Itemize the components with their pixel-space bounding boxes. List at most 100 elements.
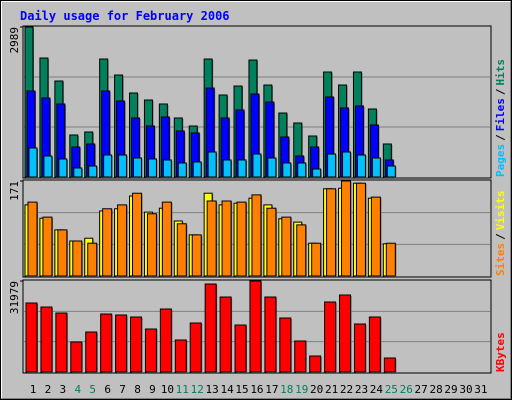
bar <box>341 180 352 277</box>
bar <box>326 188 337 277</box>
bar <box>73 167 83 178</box>
bar <box>130 316 143 373</box>
bar <box>206 200 217 277</box>
legend-entry: Visits <box>494 191 507 231</box>
bar <box>222 159 232 178</box>
chart-title: Daily usage for February 2006 <box>20 9 230 23</box>
legend: Pages / Files / Hits <box>494 59 507 177</box>
bar <box>371 157 381 178</box>
y-tick-label: 171 <box>8 181 21 201</box>
x-tick-label: 25 <box>385 383 398 396</box>
legend-separator: / <box>494 88 507 95</box>
legend-entry: KBytes <box>494 332 507 372</box>
x-tick-label: 18 <box>280 383 293 396</box>
bar <box>297 162 307 178</box>
bar <box>219 296 232 373</box>
bar <box>385 242 396 277</box>
x-tick-label: 27 <box>415 383 428 396</box>
bar <box>58 158 68 178</box>
x-tick-label: 23 <box>355 383 368 396</box>
bar <box>234 324 247 373</box>
bar <box>281 216 292 277</box>
legend-separator: / <box>494 233 507 240</box>
bar <box>57 229 68 277</box>
bar <box>42 216 53 277</box>
bar <box>311 242 322 277</box>
x-tick-label: 22 <box>340 383 353 396</box>
x-tick-label: 24 <box>370 383 384 396</box>
bar <box>312 168 322 178</box>
bar <box>133 157 143 178</box>
x-tick-label: 8 <box>134 383 141 396</box>
y-tick-label: 2989 <box>8 27 21 54</box>
bar <box>87 242 98 277</box>
bar <box>159 308 172 373</box>
bar <box>386 165 396 178</box>
x-tick-label: 11 <box>176 383 189 396</box>
x-tick-label: 20 <box>310 383 323 396</box>
bar <box>353 323 366 373</box>
bar <box>249 280 262 373</box>
bar <box>162 159 172 178</box>
bar <box>117 204 128 277</box>
bar <box>174 339 187 373</box>
bar <box>27 201 38 277</box>
bar <box>88 165 98 178</box>
bar <box>115 314 128 373</box>
bar <box>146 213 157 277</box>
x-tick-label: 2 <box>45 383 52 396</box>
bar <box>147 158 157 178</box>
legend-separator: / <box>494 134 507 141</box>
bar <box>252 153 262 178</box>
x-tick-label: 31 <box>474 383 487 396</box>
x-tick-label: 13 <box>206 383 219 396</box>
bar <box>191 234 202 277</box>
x-tick-label: 17 <box>265 383 278 396</box>
x-tick-label: 4 <box>74 383 81 396</box>
x-tick-label: 10 <box>161 383 174 396</box>
bar <box>40 306 53 373</box>
x-tick-label: 3 <box>60 383 67 396</box>
bar <box>309 355 322 373</box>
x-tick-label: 28 <box>429 383 442 396</box>
bar <box>55 312 68 373</box>
bar <box>251 194 262 277</box>
bar <box>43 155 53 178</box>
bar <box>207 151 217 178</box>
bar <box>204 283 217 373</box>
bar <box>221 200 232 277</box>
bar <box>70 341 83 373</box>
legend-entry: Files <box>494 98 507 131</box>
bar <box>324 301 337 373</box>
bar <box>355 182 366 277</box>
x-tick-label: 16 <box>250 383 263 396</box>
x-tick-label: 30 <box>459 383 472 396</box>
legend-entry: Pages <box>494 144 507 177</box>
bar <box>144 328 157 373</box>
x-tick-label: 14 <box>220 383 234 396</box>
bar <box>339 294 352 373</box>
x-tick-label: 19 <box>295 383 308 396</box>
bar <box>342 151 352 178</box>
bar <box>100 313 113 373</box>
bar <box>161 201 172 277</box>
bar <box>236 201 247 277</box>
bar <box>102 208 113 277</box>
bar <box>266 207 277 277</box>
bar <box>264 296 277 373</box>
bar <box>368 316 381 373</box>
legend-entry: Hits <box>494 59 507 86</box>
bar <box>132 192 143 277</box>
x-tick-label: 29 <box>444 383 457 396</box>
bar <box>327 153 337 178</box>
bar <box>189 322 202 373</box>
bar <box>176 223 187 277</box>
bar <box>28 147 38 178</box>
x-tick-label: 21 <box>325 383 338 396</box>
bar <box>267 157 277 178</box>
x-tick-label: 7 <box>119 383 126 396</box>
x-tick-label: 15 <box>235 383 248 396</box>
legend-entry: Sites <box>494 243 507 276</box>
